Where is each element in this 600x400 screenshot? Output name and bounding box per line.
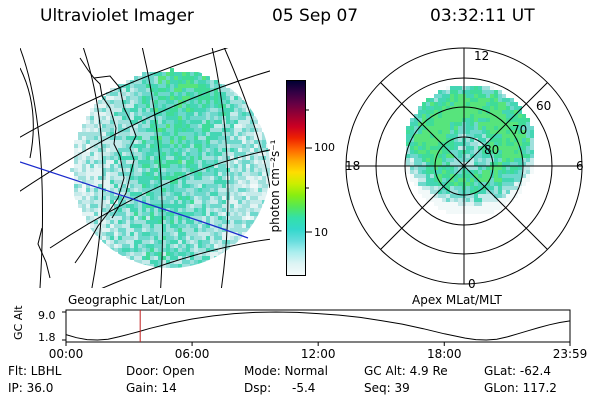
x-tick-label: 23:59 [553, 347, 588, 361]
colorbar-tick-100: 100 [314, 141, 335, 154]
x-tick-label: 00:00 [49, 347, 84, 361]
colorbar-ticks [306, 109, 312, 233]
status-mode: Mode: Normal [244, 364, 328, 378]
status-dsp-value: -5.4 [292, 381, 316, 395]
mlt-label-0: 0 [468, 277, 476, 291]
x-tick-label: 12:00 [301, 347, 336, 361]
x-tick-label: 06:00 [175, 347, 210, 361]
status-glat: GLat: -62.4 [484, 364, 551, 378]
colorbar-gradient [287, 81, 305, 275]
polar-plot: 12 18 6 0 60 70 80 [345, 47, 584, 291]
mlt-label-12: 12 [474, 49, 489, 63]
status-filter: Flt: LBHL [8, 364, 62, 378]
series-line-gc-alt [65, 311, 571, 341]
status-glon: GLon: 117.2 [484, 381, 557, 395]
instrument-title: Ultraviolet Imager [40, 6, 194, 26]
mlt-label-18: 18 [345, 159, 360, 173]
status-dsp-label: Dsp: [244, 381, 272, 395]
map-boundary [20, 67, 34, 159]
colorbar-unit-label: photon cm⁻²s⁻¹ [268, 139, 282, 233]
status-seq: Seq: 39 [364, 381, 410, 395]
y-tick-label-bottom: 1.8 [38, 331, 56, 344]
status-gain: Gain: 14 [126, 381, 177, 395]
colorbar [286, 80, 306, 276]
geo-caption: Geographic Lat/Lon [68, 293, 186, 307]
date-label: 05 Sep 07 [272, 6, 359, 26]
y-tick-label-top: 9.0 [38, 309, 56, 322]
colorbar-tick-10: 10 [314, 226, 328, 239]
coastline [37, 57, 137, 279]
polar-grid [345, 47, 583, 285]
aurora-image-polar [406, 86, 534, 214]
status-door: Door: Open [126, 364, 195, 378]
aurora-image-geo [70, 68, 270, 268]
mlt-label-6: 6 [576, 159, 584, 173]
status-gc-alt: GC Alt: 4.9 Re [364, 364, 448, 378]
y-axis-label: GC Alt [12, 305, 25, 340]
chart-frame [65, 309, 571, 343]
mlat-label-60: 60 [536, 99, 551, 113]
status-ip: IP: 36.0 [8, 381, 54, 395]
mlat-label-80: 80 [484, 143, 499, 157]
terminator-line [20, 161, 249, 239]
lat-lon-grid [20, 48, 270, 288]
polar-caption: Apex MLat/MLT [412, 293, 502, 307]
geographic-map [20, 48, 270, 288]
gc-altitude-chart: 00:00 06:00 12:00 18:00 23:59 9.0 1.8 GC Alt [12, 305, 588, 361]
time-label: 03:32:11 UT [430, 6, 535, 26]
x-tick-label: 18:00 [427, 347, 462, 361]
mlat-label-70: 70 [512, 123, 527, 137]
